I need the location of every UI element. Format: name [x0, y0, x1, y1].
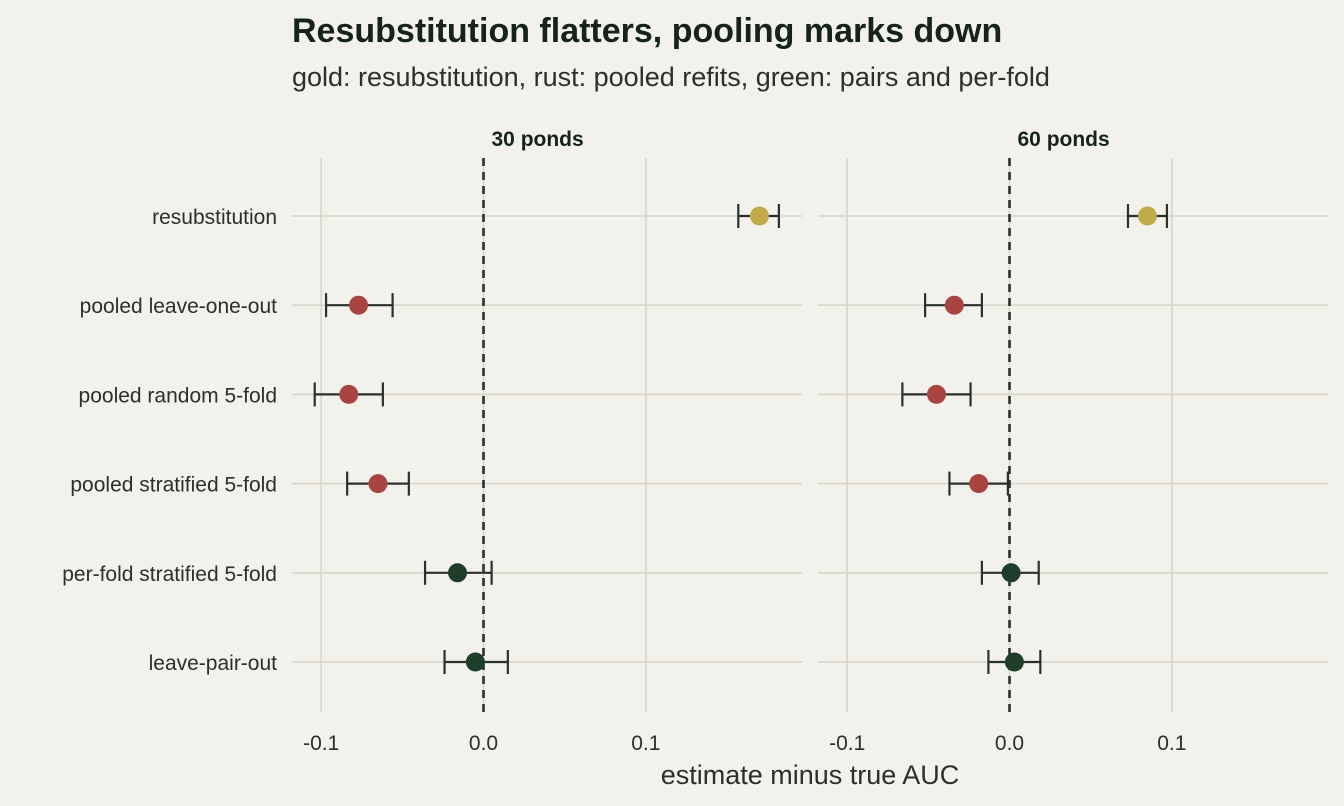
estimate-point: [465, 652, 485, 672]
estimate-point: [339, 384, 359, 404]
x-tick-label: 0.0: [469, 732, 498, 755]
x-tick-label: 0.1: [631, 732, 660, 755]
x-tick-label: -0.1: [829, 732, 865, 755]
chart-subtitle: gold: resubstitution, rust: pooled refit…: [292, 62, 1050, 92]
estimate-point: [448, 563, 468, 583]
estimate-point: [749, 206, 769, 226]
facet-label: 60 ponds: [1018, 128, 1110, 151]
facet-panel: 30 ponds -0.1 0.0 0.1: [292, 128, 802, 755]
estimate-point: [368, 474, 388, 494]
x-tick-label: 0.1: [1157, 732, 1186, 755]
y-category-label: per-fold stratified 5-fold: [62, 563, 277, 586]
y-category-label: pooled random 5-fold: [79, 384, 277, 407]
estimate-point: [1137, 206, 1157, 226]
y-category-label: pooled stratified 5-fold: [70, 474, 277, 497]
chart-title: Resubstitution flatters, pooling marks d…: [292, 12, 1003, 50]
x-axis-title: estimate minus true AUC: [661, 760, 960, 790]
y-category-label: resubstitution: [152, 206, 277, 229]
estimate-point: [926, 384, 946, 404]
estimate-point: [349, 295, 369, 315]
x-tick-label: -0.1: [303, 732, 339, 755]
estimate-point: [944, 295, 964, 315]
estimate-point: [1001, 563, 1021, 583]
facet-panel: 60 ponds -0.1 0.0 0.1: [818, 128, 1328, 755]
estimate-point: [1004, 652, 1024, 672]
estimate-point: [969, 474, 989, 494]
y-category-label: leave-pair-out: [149, 652, 278, 675]
x-tick-label: 0.0: [995, 732, 1024, 755]
facet-label: 30 ponds: [492, 128, 584, 151]
y-category-label: pooled leave-one-out: [80, 295, 277, 318]
